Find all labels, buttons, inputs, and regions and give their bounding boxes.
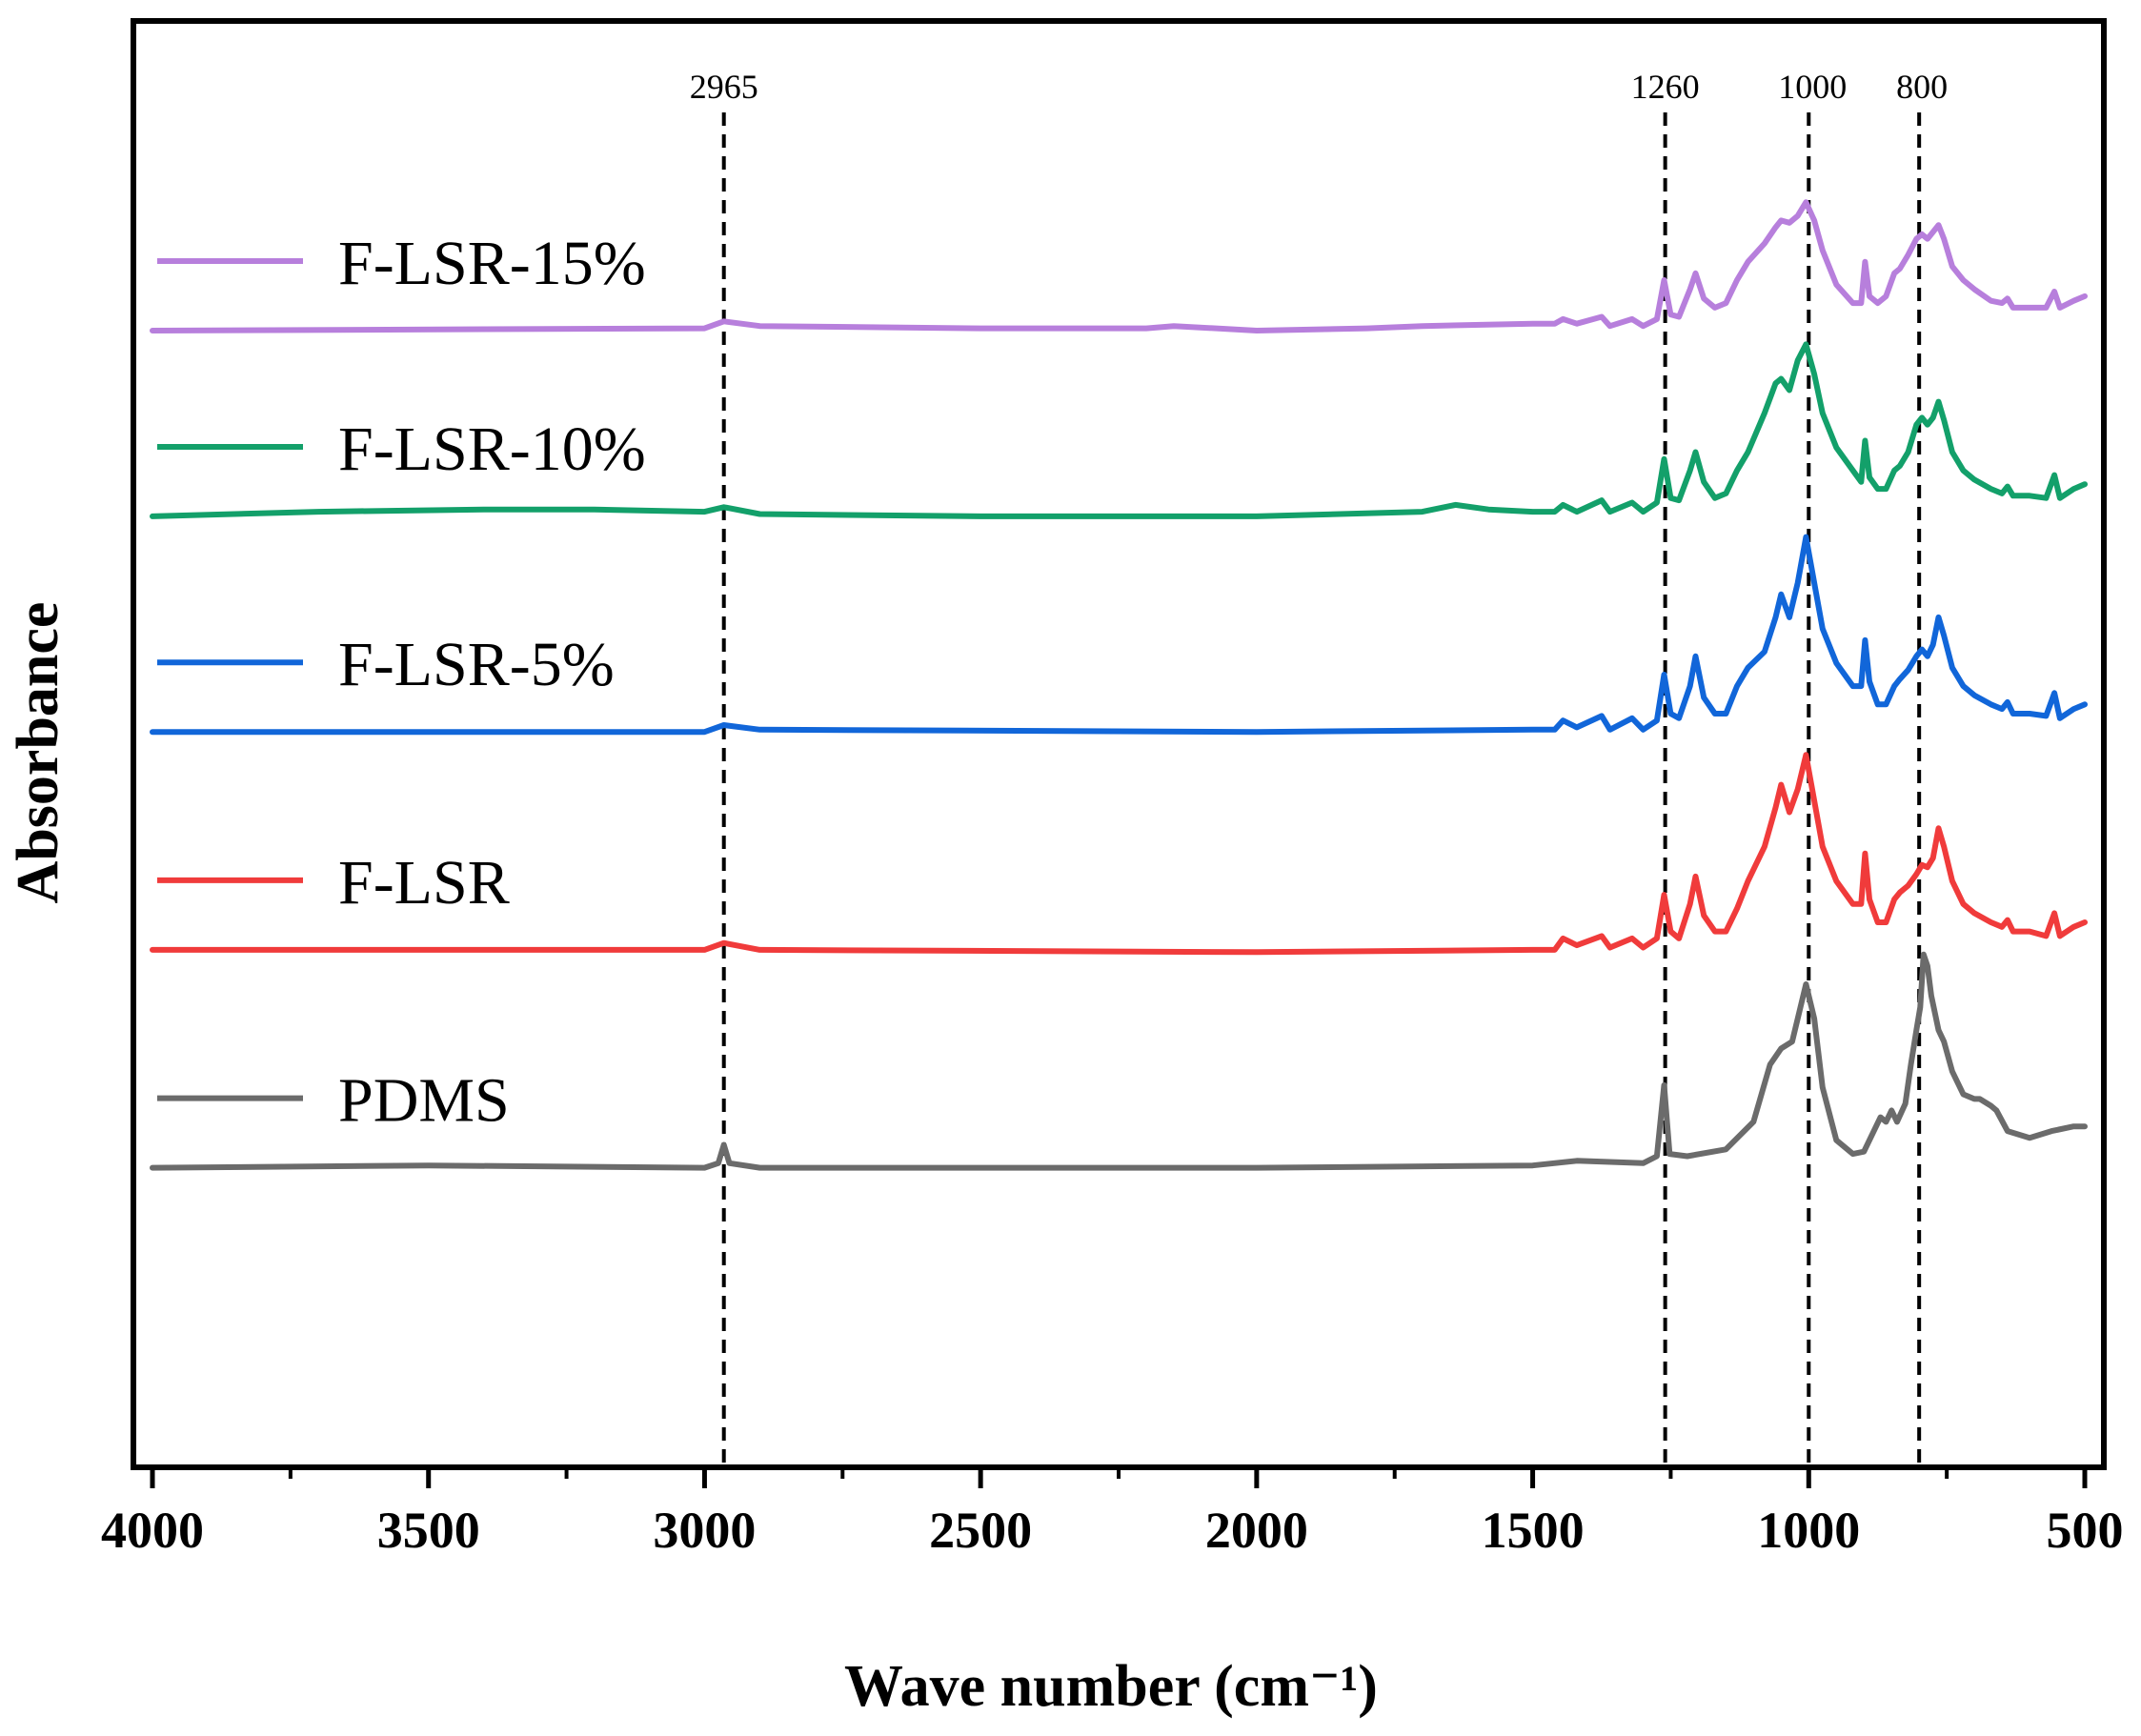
series-line-f-lsr bbox=[150, 752, 2088, 956]
reference-label-2965: 2965 bbox=[690, 68, 758, 106]
x-tick-label: 1000 bbox=[1757, 1502, 1860, 1559]
legend-label: F-LSR bbox=[338, 848, 510, 918]
legend-label: F-LSR-10% bbox=[338, 414, 646, 484]
series-line-f-lsr-10- bbox=[150, 341, 2088, 519]
reference-label-1260: 1260 bbox=[1631, 68, 1700, 106]
series-line-f-lsr-15- bbox=[150, 199, 2088, 333]
x-tick-label: 3000 bbox=[653, 1502, 756, 1559]
x-tick-label: 500 bbox=[2047, 1502, 2124, 1559]
x-tick-label: 2500 bbox=[929, 1502, 1032, 1559]
x-tick-label: 3500 bbox=[377, 1502, 480, 1559]
x-tick-label: 2000 bbox=[1205, 1502, 1308, 1559]
legend-label: F-LSR-5% bbox=[338, 630, 615, 699]
series-line-pdms bbox=[150, 951, 2088, 1171]
legend-label: PDMS bbox=[338, 1066, 510, 1136]
x-tick-label: 1500 bbox=[1482, 1502, 1585, 1559]
series-line-f-lsr-5- bbox=[150, 534, 2088, 736]
x-axis-title: Wave number (cm⁻¹) bbox=[844, 1654, 1378, 1719]
legend-label: F-LSR-15% bbox=[338, 229, 646, 298]
reference-label-1000: 1000 bbox=[1778, 68, 1847, 106]
x-tick-label: 4000 bbox=[101, 1502, 204, 1559]
reference-label-800: 800 bbox=[1896, 68, 1948, 106]
y-axis-title: Absorbance bbox=[6, 602, 71, 904]
